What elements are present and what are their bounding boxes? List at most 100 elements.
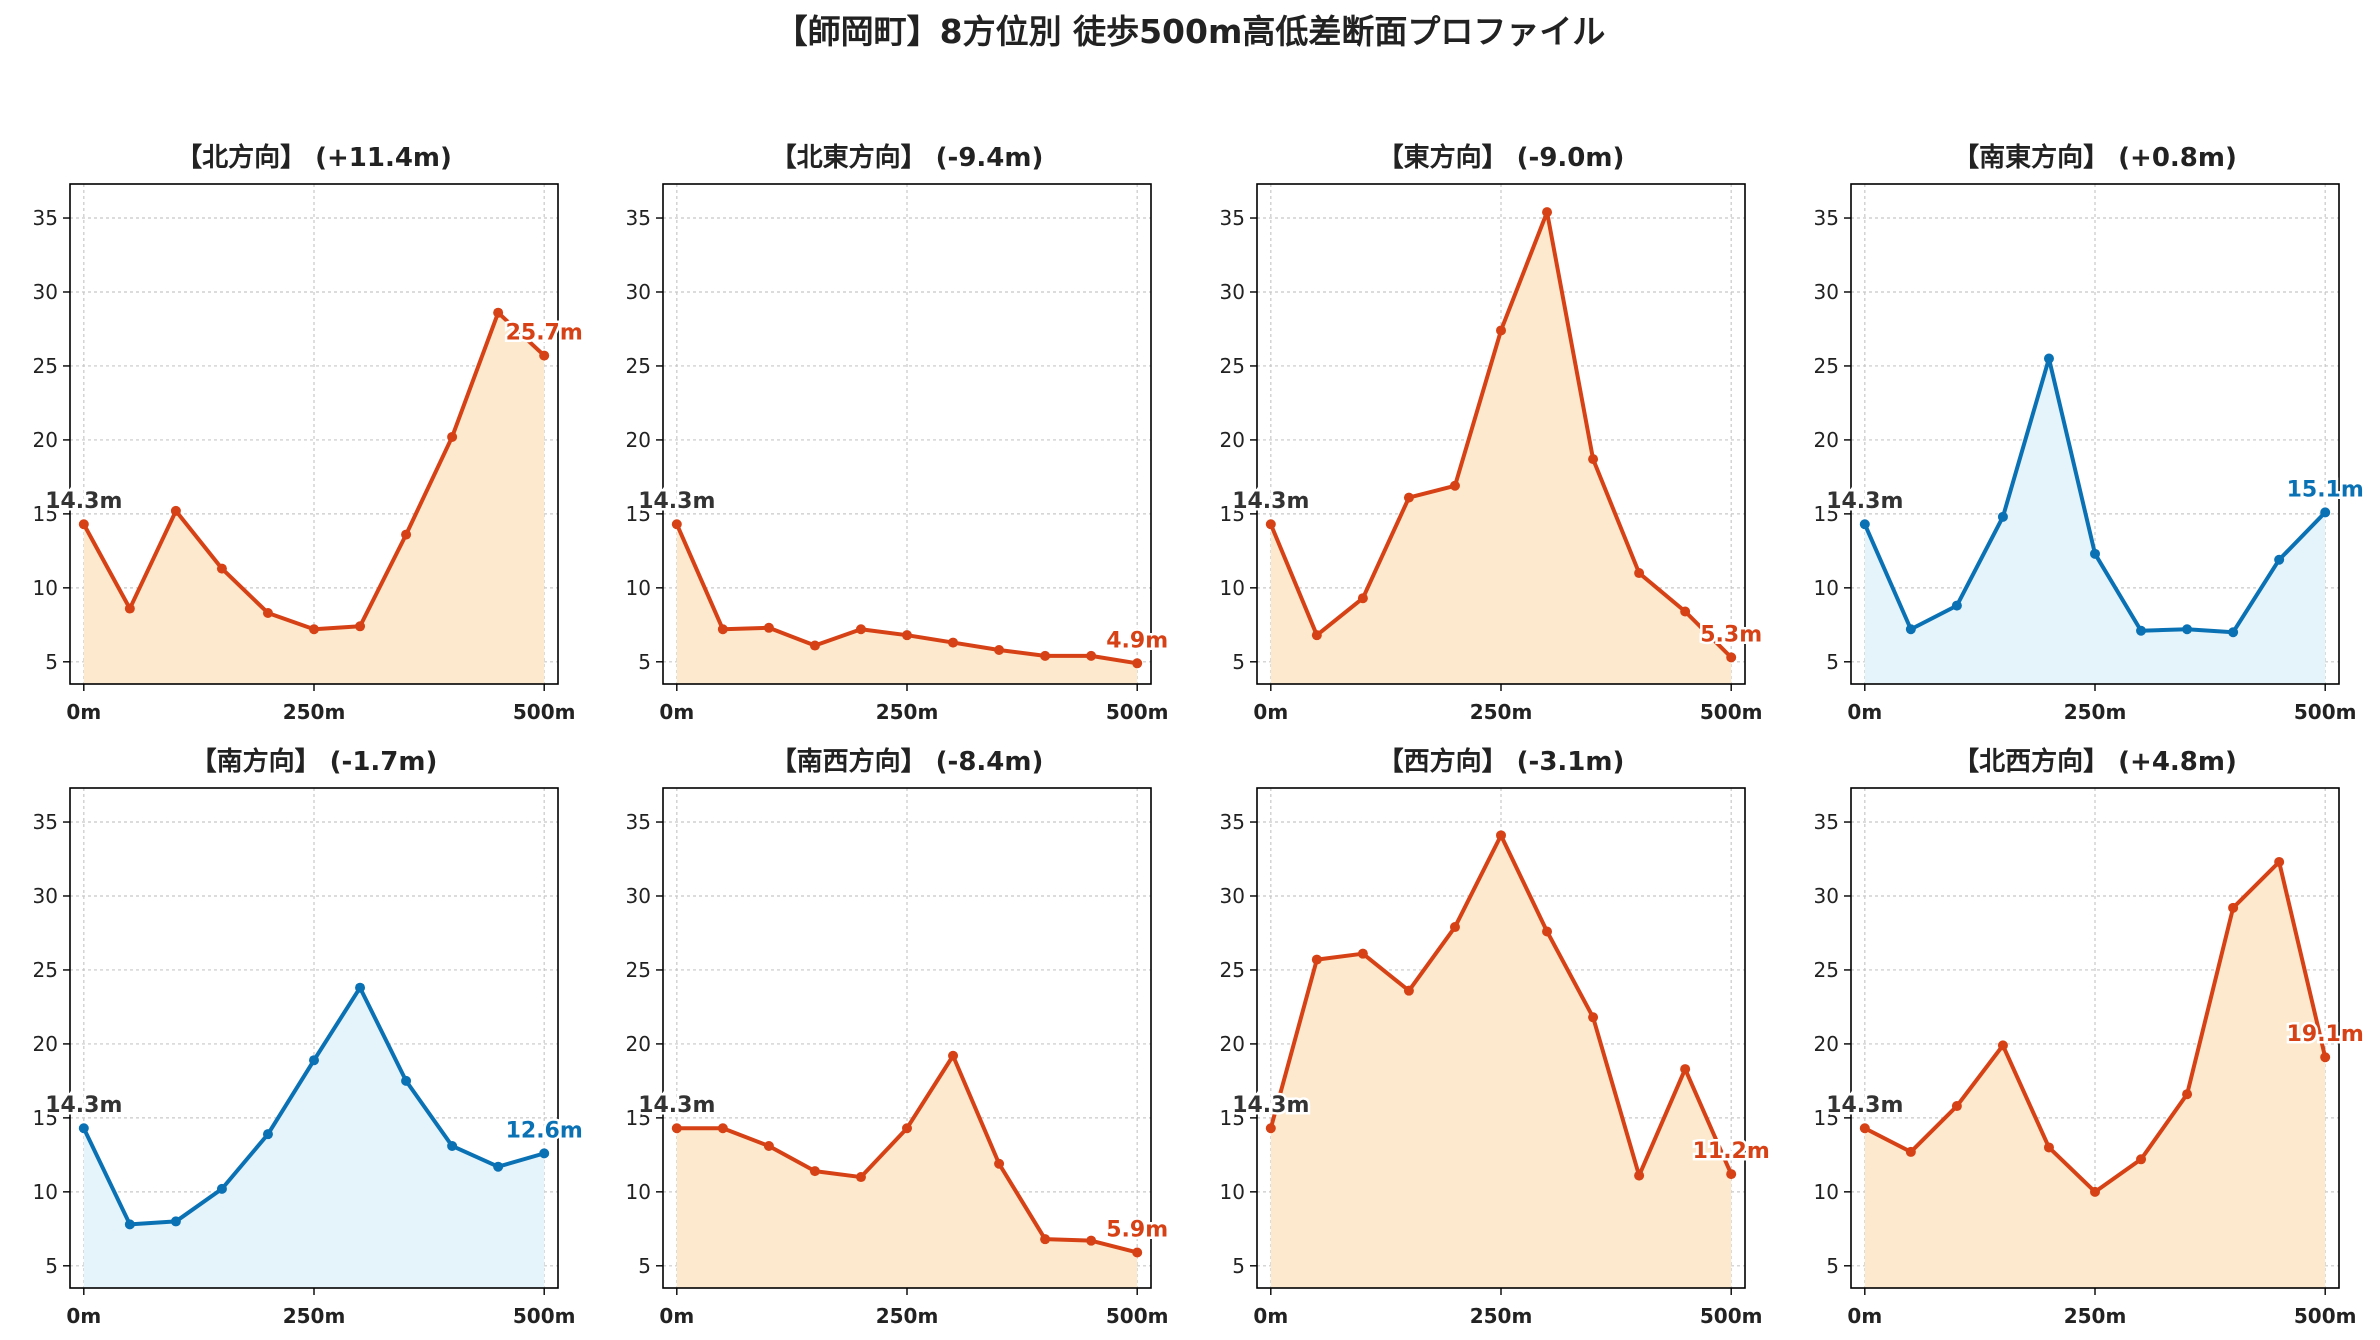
y-tick-label: 10 — [33, 576, 58, 600]
y-tick-label: 10 — [1814, 576, 1839, 600]
data-point — [809, 640, 820, 651]
area-fill — [1270, 835, 1732, 1288]
y-tick-label: 30 — [33, 280, 58, 304]
panel-title: 【東方向】 (-9.0m) — [1378, 142, 1625, 173]
y-tick-label: 15 — [1220, 1106, 1245, 1130]
end-elevation-label: 4.9m — [1106, 628, 1168, 653]
data-point — [902, 630, 912, 641]
end-elevation-label: 5.9m — [1106, 1217, 1168, 1242]
data-point — [1680, 606, 1691, 617]
panel-title: 【南東方向】 (+0.8m) — [1953, 142, 2237, 173]
panel-title: 【北西方向】 (+4.8m) — [1953, 746, 2237, 777]
data-point — [1496, 325, 1506, 336]
data-point — [1132, 1247, 1143, 1258]
data-point — [671, 1123, 682, 1134]
data-point — [671, 519, 682, 530]
data-point — [216, 563, 227, 574]
y-tick-label: 25 — [1220, 354, 1245, 378]
data-point — [539, 350, 550, 361]
data-point — [1040, 650, 1051, 661]
y-tick-label: 10 — [626, 1180, 651, 1204]
y-tick-label: 5 — [1232, 1254, 1245, 1278]
data-point — [1265, 519, 1276, 530]
data-point — [2274, 856, 2285, 867]
data-point — [216, 1183, 227, 1194]
data-point — [2136, 1154, 2147, 1165]
y-tick-label: 25 — [1220, 958, 1245, 982]
area-fill — [676, 1055, 1138, 1288]
y-tick-label: 15 — [626, 502, 651, 526]
start-elevation-label: 14.3m — [638, 489, 715, 514]
y-tick-label: 20 — [626, 428, 651, 452]
y-tick-label: 10 — [1814, 1180, 1839, 1204]
data-point — [309, 1055, 319, 1066]
panel-2: 【北東方向】 (-9.4m) 5 10 15 20 25 30 35 0m 250m 500m 14.… — [626, 142, 1171, 724]
y-tick-label: 10 — [626, 576, 651, 600]
panel-7: 【西方向】 (-3.1m) 5 10 15 20 25 30 35 0m 250m 500m 14.3… — [1220, 746, 1773, 1328]
data-point — [1449, 922, 1460, 933]
data-point — [1951, 600, 1962, 611]
data-point — [78, 1123, 89, 1134]
start-elevation-label: 14.3m — [1232, 489, 1309, 514]
y-tick-label: 5 — [1232, 650, 1245, 674]
figure-title: 【師岡町】8方位別 徒歩500m高低差断面プロファイル — [775, 12, 1606, 51]
end-elevation-label: 19.1m — [2287, 1022, 2364, 1047]
y-tick-label: 25 — [1814, 354, 1839, 378]
end-elevation-label: 5.3m — [1700, 622, 1762, 647]
data-point — [1040, 1234, 1051, 1245]
x-tick-label: 0m — [66, 700, 101, 724]
y-tick-label: 20 — [33, 428, 58, 452]
y-tick-label: 25 — [33, 958, 58, 982]
data-point — [948, 1050, 959, 1061]
y-tick-label: 5 — [1826, 1254, 1839, 1278]
y-tick-label: 15 — [1814, 1106, 1839, 1130]
x-tick-label: 250m — [1470, 700, 1533, 724]
area-fill — [1270, 212, 1732, 684]
data-point — [2043, 1142, 2054, 1153]
data-point — [1680, 1064, 1691, 1075]
data-point — [1403, 492, 1414, 503]
y-tick-label: 30 — [1814, 884, 1839, 908]
y-tick-label: 25 — [33, 354, 58, 378]
data-point — [355, 621, 366, 632]
data-point — [1357, 948, 1368, 959]
x-tick-label: 0m — [659, 1304, 694, 1328]
data-point — [855, 1172, 866, 1183]
data-point — [994, 1158, 1005, 1169]
x-tick-label: 500m — [2294, 1304, 2357, 1328]
y-tick-label: 25 — [1814, 958, 1839, 982]
y-tick-label: 15 — [626, 1106, 651, 1130]
data-point — [262, 607, 273, 618]
data-point — [1265, 1123, 1276, 1134]
data-point — [1905, 624, 1916, 635]
data-point — [355, 982, 366, 993]
x-tick-label: 250m — [2064, 700, 2127, 724]
data-point — [717, 624, 728, 635]
data-point — [2043, 353, 2054, 364]
y-tick-label: 5 — [45, 650, 58, 674]
data-point — [855, 624, 866, 635]
panel-title: 【西方向】 (-3.1m) — [1378, 746, 1625, 777]
data-point — [763, 1140, 774, 1151]
y-tick-label: 15 — [33, 502, 58, 526]
panel-title: 【南西方向】 (-8.4m) — [771, 746, 1044, 777]
y-tick-label: 35 — [33, 206, 58, 230]
data-point — [1132, 658, 1143, 669]
data-point — [1997, 1040, 2008, 1051]
y-tick-label: 35 — [626, 206, 651, 230]
x-tick-label: 250m — [283, 1304, 346, 1328]
data-point — [2228, 627, 2239, 638]
data-point — [809, 1166, 820, 1177]
y-tick-label: 20 — [626, 1032, 651, 1056]
panel-title: 【北方向】 (+11.4m) — [176, 142, 452, 173]
x-tick-label: 500m — [2294, 700, 2357, 724]
area-fill — [83, 312, 545, 684]
panel-3: 【東方向】 (-9.0m) 5 10 15 20 25 30 35 0m 250m 500m 14.3… — [1220, 142, 1765, 724]
data-point — [2136, 625, 2147, 636]
data-point — [717, 1123, 728, 1134]
y-tick-label: 25 — [626, 958, 651, 982]
panel-5: 【南方向】 (-1.7m) 5 10 15 20 25 30 35 0m 250m 500m 14.3… — [33, 746, 586, 1328]
panel-6: 【南西方向】 (-8.4m) 5 10 15 20 25 30 35 0m 250m 500m 14.… — [626, 746, 1171, 1328]
data-point — [401, 529, 412, 540]
